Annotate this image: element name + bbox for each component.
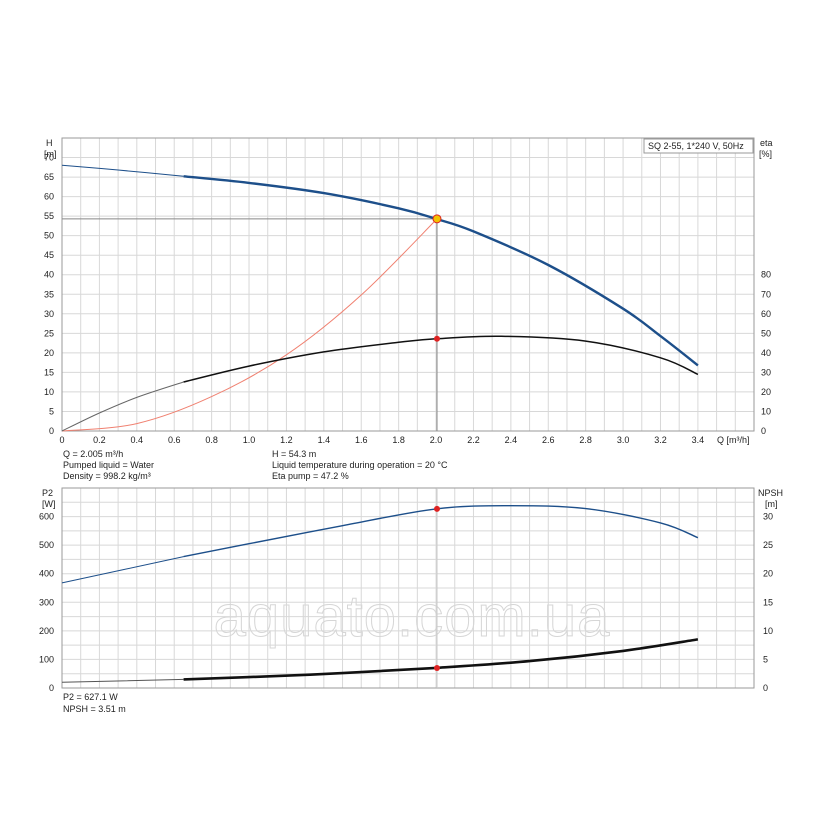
h-curve-extended (61, 164, 184, 177)
h-tick-label: 10 (44, 387, 54, 397)
x-tick-label: 2.8 (579, 435, 592, 445)
npsh-point-marker (433, 664, 440, 671)
eta-tick-label: 0 (761, 426, 766, 436)
p2-tick-label: 200 (39, 626, 54, 636)
eta-tick-label: 60 (761, 309, 771, 319)
h-tick-label: 70 (44, 153, 54, 163)
info-q: Q = 2.005 m³/h (63, 449, 123, 459)
p2-tick-label: 300 (39, 597, 54, 607)
p2-curve (183, 504, 699, 558)
eta-tick-label: 80 (761, 270, 771, 280)
top-chart-ticks: 0 0.2 0.4 0.6 0.8 1.0 1.2 1.4 1.6 1.8 2.0 2.2 2.4 2.6… (44, 153, 771, 445)
npsh-tick-label: 30 (763, 512, 773, 522)
q-axis-label: Q [m³/h] (717, 435, 750, 445)
p2-tick-label: 600 (39, 512, 54, 522)
p2-axis-unit: [W] (42, 499, 56, 509)
top-chart-frame (61, 137, 755, 432)
h-tick-label: 55 (44, 211, 54, 221)
top-chart-grid (62, 138, 754, 431)
eta-curve (183, 335, 699, 383)
x-tick-label: 0.8 (205, 435, 218, 445)
p2-tick-label: 500 (39, 540, 54, 550)
p2-axis-name: P2 (42, 488, 53, 498)
x-tick-label: 1.6 (355, 435, 368, 445)
eta-tick-label: 30 (761, 367, 771, 377)
eta-axis-unit: [%] (759, 149, 772, 159)
h-tick-label: 0 (49, 426, 54, 436)
legend-text: SQ 2-55, 1*240 V, 50Hz (648, 141, 744, 151)
x-tick-label: 1.4 (318, 435, 331, 445)
bottom-chart-frame (61, 487, 755, 689)
info-temperature: Liquid temperature during operation = 20… (272, 460, 448, 470)
npsh-tick-label: 10 (763, 626, 773, 636)
h-tick-label: 25 (44, 328, 54, 338)
duty-reference-lines (62, 218, 438, 688)
info-h: H = 54.3 m (272, 449, 316, 459)
eta-tick-label: 70 (761, 289, 771, 299)
x-tick-label: 3.2 (654, 435, 667, 445)
p2-tick-label: 400 (39, 569, 54, 579)
npsh-tick-label: 25 (763, 540, 773, 550)
x-tick-label: 2.6 (542, 435, 555, 445)
eta-point-marker (433, 335, 440, 342)
x-tick-label: 1.0 (243, 435, 256, 445)
h-tick-label: 65 (44, 172, 54, 182)
npsh-tick-label: 20 (763, 569, 773, 579)
npsh-tick-label: 5 (763, 654, 768, 664)
legend-box (643, 138, 754, 154)
p2-point-marker (433, 505, 440, 512)
p2-tick-label: 100 (39, 654, 54, 664)
h-curve (183, 175, 699, 367)
npsh-axis-unit: [m] (765, 499, 778, 509)
info-liquid: Pumped liquid = Water (63, 460, 154, 470)
chart-markers (432, 214, 442, 671)
bottom-chart-grid (62, 488, 754, 688)
h-tick-label: 30 (44, 309, 54, 319)
x-tick-label: 1.2 (280, 435, 293, 445)
x-tick-label: 0.2 (93, 435, 106, 445)
x-tick-label: 3.0 (617, 435, 630, 445)
x-tick-label: 1.8 (392, 435, 405, 445)
system-curve (61, 218, 438, 432)
x-tick-label: 0.6 (168, 435, 181, 445)
x-tick-label: 2.2 (467, 435, 480, 445)
h-tick-label: 15 (44, 367, 54, 377)
npsh-tick-label: 15 (763, 597, 773, 607)
npsh-axis-name: NPSH (758, 488, 783, 498)
x-tick-label: 2.0 (430, 435, 443, 445)
info-density: Density = 998.2 kg/m³ (63, 471, 151, 481)
eta-tick-label: 10 (761, 406, 771, 416)
duty-point-marker (432, 214, 442, 224)
eta-tick-label: 40 (761, 348, 771, 358)
h-axis-unit: [m] (44, 149, 57, 159)
info-npsh: NPSH = 3.51 m (63, 704, 126, 714)
p2-tick-label: 0 (49, 683, 54, 693)
x-tick-label: 0.4 (131, 435, 144, 445)
x-tick-label: 0 (59, 435, 64, 445)
x-tick-label: 3.4 (692, 435, 705, 445)
h-tick-label: 50 (44, 231, 54, 241)
info-p2: P2 = 627.1 W (63, 692, 118, 702)
h-tick-label: 20 (44, 348, 54, 358)
eta-tick-label: 50 (761, 328, 771, 338)
x-tick-label: 2.4 (505, 435, 518, 445)
h-tick-label: 35 (44, 289, 54, 299)
h-tick-label: 5 (49, 406, 54, 416)
npsh-tick-label: 0 (763, 683, 768, 693)
bottom-chart-ticks: 0 100 200 300 400 500 600 0 5 10 15 20 25 30 (39, 512, 773, 693)
eta-axis-name: eta (760, 138, 773, 148)
h-tick-label: 60 (44, 192, 54, 202)
npsh-curve-extended (61, 678, 184, 683)
eta-tick-label: 20 (761, 387, 771, 397)
info-eta: Eta pump = 47.2 % (272, 471, 349, 481)
h-tick-label: 45 (44, 250, 54, 260)
watermark-text: aquato.com.ua (214, 584, 611, 649)
h-axis-name: H (46, 138, 53, 148)
eta-curve-extended (61, 381, 184, 432)
p2-curve-extended (61, 556, 184, 584)
h-tick-label: 40 (44, 270, 54, 280)
